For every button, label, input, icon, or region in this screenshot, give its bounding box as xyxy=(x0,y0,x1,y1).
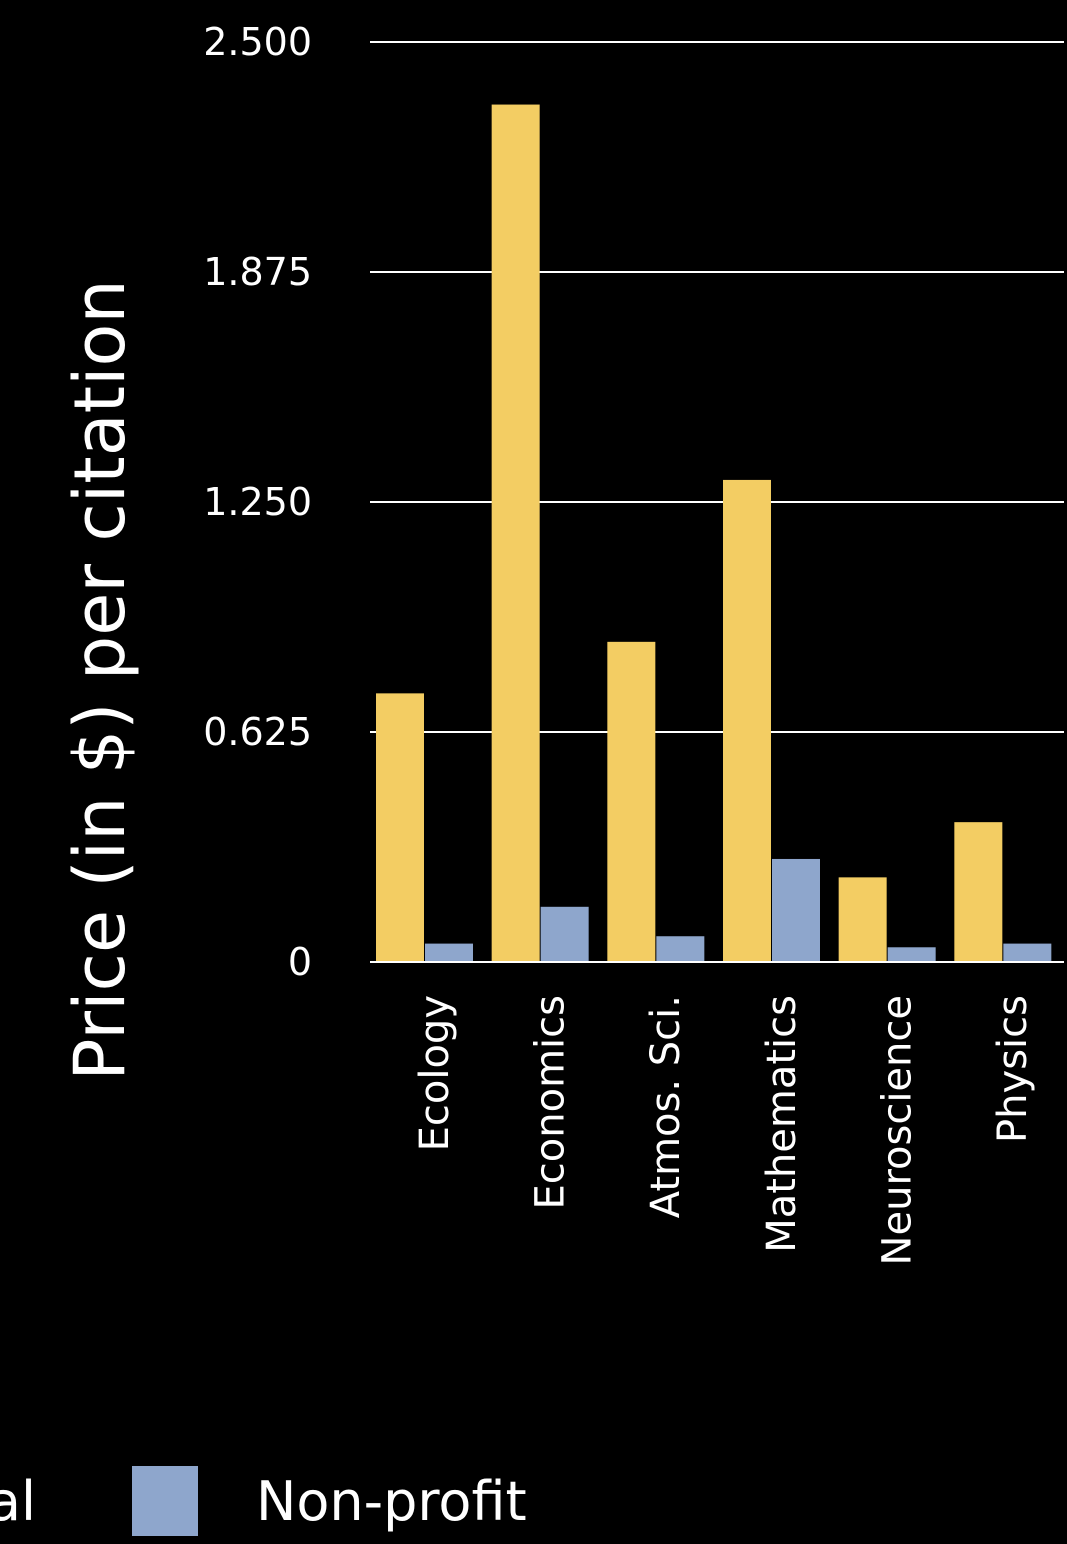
legend-label-commercial: Commercial xyxy=(0,1470,36,1533)
y-tick-label: 0 xyxy=(288,940,312,984)
bar-non-profit-economics xyxy=(540,906,589,962)
bar-non-profit-neuroscience xyxy=(887,947,936,962)
y-tick-label: 0.625 xyxy=(203,710,312,754)
category-label: Economics xyxy=(528,995,574,1209)
legend: Commercial Non-profit xyxy=(0,1466,527,1536)
y-tick-label: 1.875 xyxy=(203,250,312,294)
category-label: Atmos. Sci. xyxy=(643,995,689,1218)
bar-commercial-economics xyxy=(491,104,540,962)
bars xyxy=(376,104,1052,962)
bar-commercial-ecology xyxy=(376,693,424,962)
legend-label-non-profit: Non-profit xyxy=(256,1470,527,1533)
legend-swatch-non-profit xyxy=(132,1466,198,1536)
bar-commercial-atmos-sci- xyxy=(607,641,656,962)
bar-non-profit-mathematics xyxy=(772,858,820,962)
category-label: Neuroscience xyxy=(875,995,921,1265)
category-label: Ecology xyxy=(412,995,458,1151)
category-label: Mathematics xyxy=(759,995,805,1253)
y-tick-label: 1.250 xyxy=(203,480,312,524)
bar-commercial-physics xyxy=(954,822,1003,962)
bar-commercial-neuroscience xyxy=(838,877,887,962)
y-tick-label: 2.500 xyxy=(203,20,312,64)
bar-non-profit-atmos-sci- xyxy=(656,936,705,962)
category-label: Physics xyxy=(990,995,1036,1143)
category-labels: Ecology Economics Atmos. Sci. Mathematics Ne… xyxy=(412,995,1036,1265)
bar-non-profit-physics xyxy=(1003,943,1052,962)
bar-commercial-mathematics xyxy=(723,479,771,962)
y-axis-title: Price (in $) per citation xyxy=(59,279,141,1080)
y-axis-ticks: 0 0.625 1.250 1.875 2.500 xyxy=(203,20,312,984)
gridlines xyxy=(370,41,1064,733)
bar-non-profit-ecology xyxy=(425,943,473,962)
